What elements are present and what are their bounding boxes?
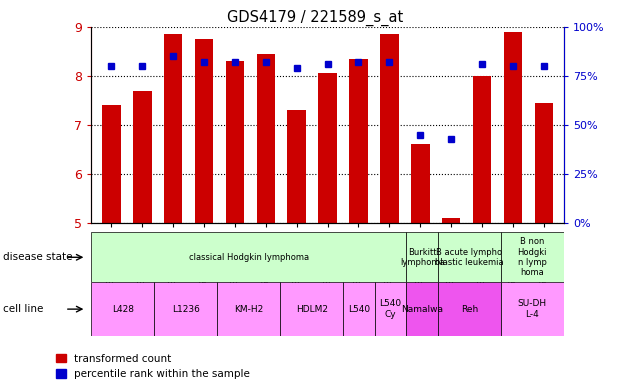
Bar	[438, 282, 501, 336]
Text: disease state: disease state	[3, 252, 72, 262]
Bar	[534, 103, 553, 223]
Bar	[343, 282, 375, 336]
Bar	[226, 61, 244, 223]
Text: L540: L540	[348, 305, 370, 314]
Text: L1236: L1236	[172, 305, 200, 314]
Text: L428: L428	[112, 305, 134, 314]
Bar	[256, 54, 275, 223]
Bar	[375, 282, 406, 336]
Bar	[406, 282, 438, 336]
Text: GDS4179 / 221589_s_at: GDS4179 / 221589_s_at	[227, 10, 403, 26]
Bar	[217, 282, 280, 336]
Text: cell line: cell line	[3, 304, 43, 314]
Text: HDLM2: HDLM2	[296, 305, 328, 314]
Bar	[154, 282, 217, 336]
Bar	[349, 59, 368, 223]
Text: KM-H2: KM-H2	[234, 305, 263, 314]
Bar	[411, 144, 430, 223]
Bar	[280, 282, 343, 336]
Text: classical Hodgkin lymphoma: classical Hodgkin lymphoma	[189, 253, 309, 262]
Text: Reh: Reh	[461, 305, 478, 314]
Bar	[318, 73, 337, 223]
Bar	[287, 110, 306, 223]
Bar	[102, 105, 121, 223]
Bar	[380, 34, 399, 223]
Bar	[472, 76, 491, 223]
Bar	[406, 232, 438, 282]
Legend: transformed count, percentile rank within the sample: transformed count, percentile rank withi…	[55, 354, 250, 379]
Text: Namalwa: Namalwa	[401, 305, 443, 314]
Bar	[164, 34, 183, 223]
Bar	[442, 218, 461, 223]
Text: L540
Cy: L540 Cy	[379, 300, 402, 319]
Text: Burkitt
lymphoma: Burkitt lymphoma	[400, 248, 444, 267]
Bar	[195, 39, 214, 223]
Bar	[503, 32, 522, 223]
Text: B non
Hodgki
n lymp
homa: B non Hodgki n lymp homa	[518, 237, 547, 277]
Bar	[438, 232, 501, 282]
Bar	[133, 91, 152, 223]
Text: B acute lympho
blastic leukemia: B acute lympho blastic leukemia	[435, 248, 503, 267]
Bar	[91, 282, 154, 336]
Bar	[501, 232, 564, 282]
Text: SU-DH
L-4: SU-DH L-4	[518, 300, 547, 319]
Bar	[501, 282, 564, 336]
Bar	[91, 232, 406, 282]
